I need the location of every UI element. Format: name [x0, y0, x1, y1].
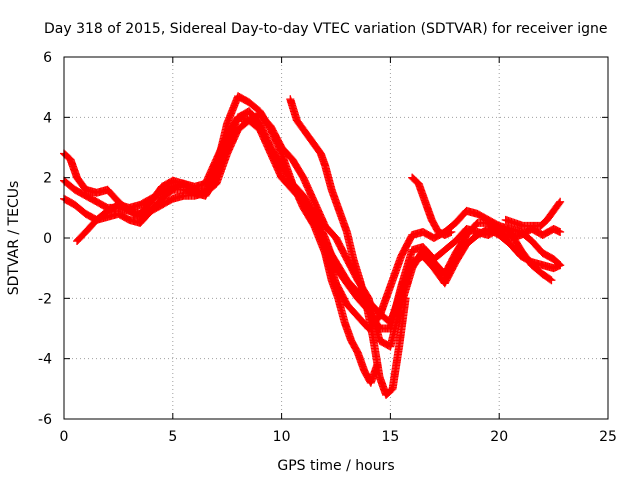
data-point: [401, 294, 410, 303]
data-points: [60, 92, 565, 399]
x-tick-label: 15: [381, 429, 399, 445]
series-track-6: [321, 249, 382, 387]
x-axis-title: GPS time / hours: [277, 458, 394, 474]
data-point: [373, 360, 382, 369]
series-track-7: [408, 173, 456, 239]
data-point: [556, 261, 565, 270]
data-point: [546, 275, 555, 284]
y-tick-label: -4: [38, 352, 52, 368]
data-point: [547, 276, 556, 285]
data-point: [555, 199, 564, 208]
y-axis-title: SDTVAR / TECUs: [6, 181, 22, 296]
y-tick-label: -2: [38, 291, 52, 307]
x-tick-label: 10: [273, 429, 291, 445]
data-point: [556, 197, 565, 206]
x-tick-label: 20: [490, 429, 508, 445]
x-tick-label: 0: [60, 429, 69, 445]
chart-title: Day 318 of 2015, Sidereal Day-to-day VTE…: [44, 21, 607, 37]
x-tick-label: 25: [599, 429, 617, 445]
y-tick-label: 2: [43, 171, 52, 187]
y-tick-label: 0: [43, 231, 52, 247]
y-tick-label: -6: [38, 412, 52, 428]
data-point: [447, 227, 456, 236]
data-point: [556, 227, 565, 236]
y-tick-label: 4: [43, 110, 52, 126]
axis-ticks: 0 5 10 15 20 25 -6 -4 -2 0 2 4 6: [38, 50, 617, 445]
x-tick-label: 5: [168, 429, 177, 445]
y-tick-label: 6: [43, 50, 52, 66]
series-track-8: [501, 197, 565, 230]
series-track-5: [286, 95, 410, 399]
